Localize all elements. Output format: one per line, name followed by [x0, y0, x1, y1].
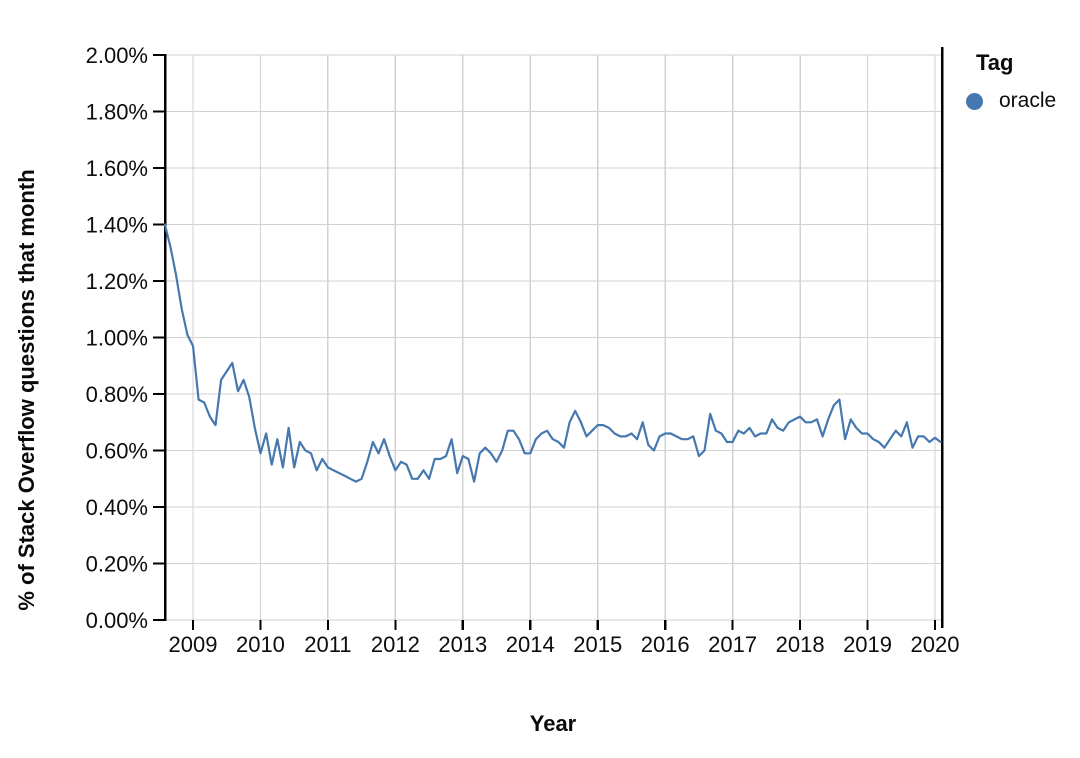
- y-axis-title: % of Stack Overflow questions that month: [14, 169, 39, 611]
- x-tick-label: 2018: [776, 632, 825, 657]
- y-tick-label: 1.80%: [86, 100, 148, 125]
- legend: Tag oracle: [966, 50, 1078, 113]
- x-tick-label: 2013: [438, 632, 487, 657]
- trend-line-oracle: [163, 223, 942, 483]
- x-axis-title: Year: [529, 711, 577, 736]
- x-tick-label: 2009: [169, 632, 218, 657]
- y-tick-label: 1.60%: [86, 156, 148, 181]
- legend-title: Tag: [976, 50, 1014, 75]
- x-tick-label: 2020: [911, 632, 960, 657]
- x-tick-label: 2017: [708, 632, 757, 657]
- x-tick-label: 2011: [304, 632, 351, 657]
- y-tick-label: 1.20%: [86, 269, 148, 294]
- y-tick-label: 0.60%: [86, 439, 148, 464]
- legend-series-dot-icon: [966, 92, 983, 110]
- x-tick-label: 2012: [371, 632, 420, 657]
- x-tick-label: 2016: [641, 632, 690, 657]
- x-tick-label: 2019: [843, 632, 892, 657]
- y-tick-label: 2.00%: [86, 43, 148, 68]
- y-tick-label: 0.40%: [86, 495, 148, 520]
- legend-item-oracle: oracle: [966, 89, 1078, 113]
- x-tick-label: 2014: [506, 632, 555, 657]
- y-tick-label: 0.80%: [86, 382, 148, 407]
- y-tick-label: 0.00%: [86, 608, 148, 633]
- x-tick-label: 2010: [236, 632, 285, 657]
- y-tick-label: 1.40%: [86, 213, 148, 238]
- legend-series-label: oracle: [999, 89, 1057, 112]
- y-tick-label: 1.00%: [86, 326, 148, 351]
- y-tick-label: 0.20%: [86, 552, 148, 577]
- x-tick-label: 2015: [573, 632, 622, 657]
